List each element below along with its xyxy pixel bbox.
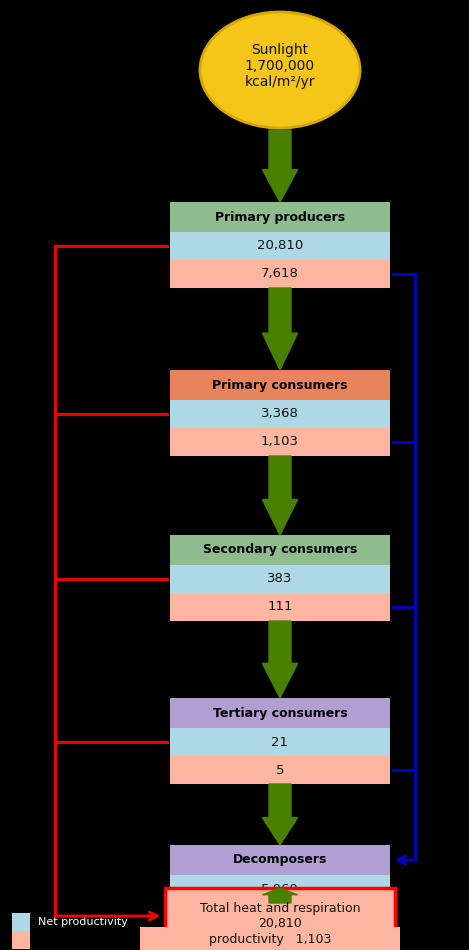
Text: 383: 383 <box>267 573 293 585</box>
Bar <box>170 756 390 784</box>
Text: Primary consumers: Primary consumers <box>212 378 348 391</box>
FancyArrow shape <box>262 621 298 698</box>
Bar <box>170 260 390 288</box>
Bar <box>170 593 390 621</box>
Bar <box>140 927 400 950</box>
Text: Sunlight
1,700,000
kcal/m²/yr: Sunlight 1,700,000 kcal/m²/yr <box>245 43 315 89</box>
Text: Total heat and respiration
20,810: Total heat and respiration 20,810 <box>200 902 360 930</box>
FancyArrow shape <box>262 456 298 535</box>
Text: productivity   1,103: productivity 1,103 <box>209 934 331 946</box>
Text: 5,060: 5,060 <box>261 883 299 896</box>
Bar <box>170 565 390 593</box>
Text: 5: 5 <box>276 764 284 776</box>
Text: 3,368: 3,368 <box>261 408 299 421</box>
Bar <box>170 875 390 903</box>
Bar <box>170 845 390 875</box>
Bar <box>170 202 390 232</box>
Text: Secondary consumers: Secondary consumers <box>203 543 357 557</box>
Text: 1,103: 1,103 <box>261 435 299 448</box>
Bar <box>170 400 390 428</box>
Text: Tertiary consumers: Tertiary consumers <box>212 707 348 719</box>
Bar <box>170 232 390 260</box>
FancyArrow shape <box>262 130 298 202</box>
Bar <box>170 698 390 728</box>
Text: 20,810: 20,810 <box>257 239 303 253</box>
Bar <box>170 428 390 456</box>
Text: 111: 111 <box>267 600 293 614</box>
Text: Decomposers: Decomposers <box>233 853 327 866</box>
Bar <box>165 888 395 944</box>
Bar <box>170 370 390 400</box>
FancyArrow shape <box>262 888 298 903</box>
FancyArrow shape <box>262 288 298 370</box>
Ellipse shape <box>200 12 360 128</box>
Text: Net productivity: Net productivity <box>38 917 128 927</box>
Bar <box>12 913 30 931</box>
Text: 21: 21 <box>272 735 288 749</box>
Bar <box>170 535 390 565</box>
FancyArrow shape <box>262 784 298 845</box>
Text: 7,618: 7,618 <box>261 268 299 280</box>
Bar <box>12 931 30 949</box>
Text: Primary producers: Primary producers <box>215 211 345 223</box>
Bar <box>170 728 390 756</box>
